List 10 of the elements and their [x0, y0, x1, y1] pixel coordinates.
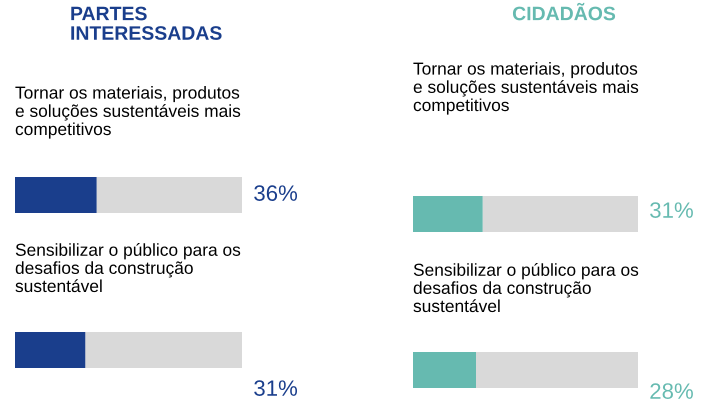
y-tick-label: Tornar os materiais, produtos e soluções sustentáveis mais competitivos	[15, 86, 240, 139]
data-label: 31%	[254, 380, 298, 396]
y-tick-label: Tornar os materiais, produtos e soluções sustentáveis mais competitivos	[413, 62, 638, 115]
chart-title: PARTES INTERESSADAS	[71, 6, 222, 40]
y-tick-label: Sensibilizar o público para os desafios da construção sustentável	[15, 243, 240, 292]
y-tick-label: Sensibilizar o público para os desafios da construção sustentável	[413, 263, 638, 312]
data-label: 31%	[650, 202, 693, 218]
chart-title: CIDADÃOS	[512, 2, 616, 20]
data-label: 36%	[254, 185, 298, 201]
data-label: 28%	[650, 383, 693, 399]
